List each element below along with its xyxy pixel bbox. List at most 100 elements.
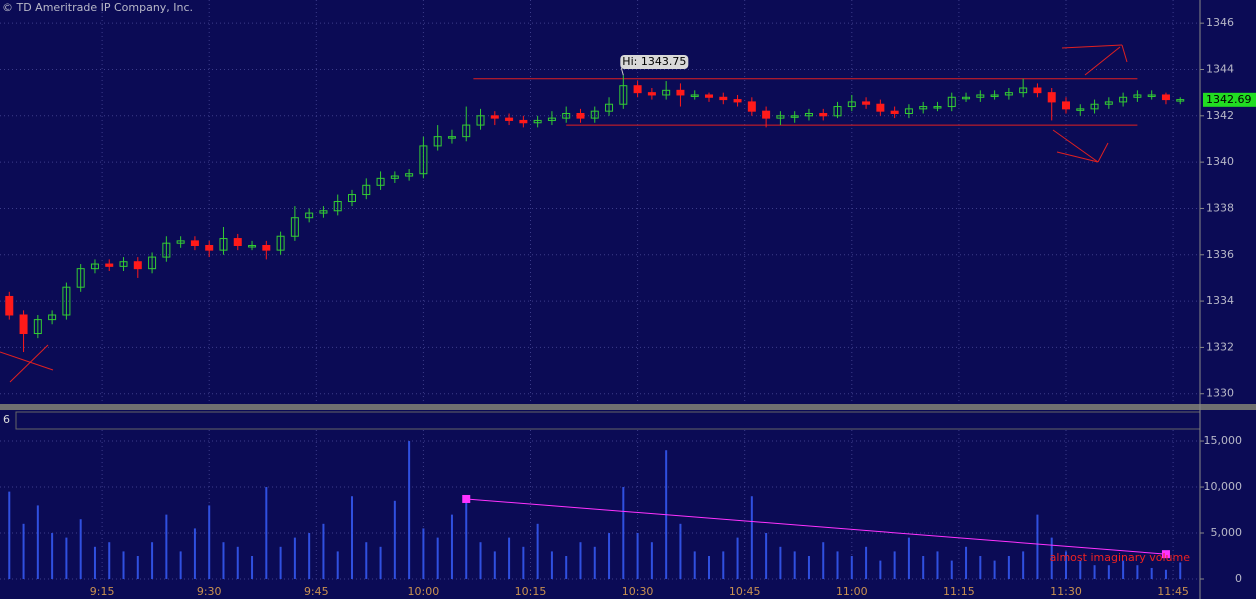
candle-body [519, 119, 528, 124]
candle-body [162, 242, 171, 258]
trendline-handle [1161, 550, 1170, 559]
candle-body [76, 268, 85, 288]
candle-body [490, 115, 499, 119]
volume-bar [165, 514, 168, 579]
y-tick-label: 1344 [1206, 62, 1234, 75]
candle-body [390, 175, 399, 179]
volume-bar [536, 523, 539, 579]
copyright: © TD Ameritrade IP Company, Inc. [2, 1, 193, 14]
volume-bar [1079, 560, 1082, 579]
y-tick-label: 1330 [1206, 387, 1234, 400]
candle-body [590, 110, 599, 119]
candle-body [276, 235, 285, 251]
candle-body [433, 136, 442, 147]
volume-bar [850, 556, 853, 579]
candle-body [33, 319, 42, 335]
volume-bar [236, 546, 239, 579]
candle-body [876, 103, 885, 112]
volume-bar [136, 556, 139, 579]
candle-body [348, 194, 356, 203]
candle-body [619, 85, 628, 105]
candle-body [1133, 94, 1142, 98]
high-pointer [620, 67, 624, 76]
candle-body [319, 210, 328, 214]
panel-label: 6 [3, 413, 10, 426]
high-label: Hi: 1343.75 [622, 55, 686, 68]
candle-body [119, 261, 128, 267]
candle-body [405, 173, 414, 177]
volume-bar [308, 533, 311, 579]
candle-body [833, 106, 842, 117]
y-tick-label: 1338 [1206, 201, 1234, 214]
candle-body [133, 261, 142, 270]
candle-body [747, 101, 756, 112]
candle-body [305, 212, 314, 219]
volume-bar [622, 487, 625, 579]
x-tick-label: 10:15 [515, 585, 547, 598]
candle-body [662, 89, 671, 96]
volume-bar [422, 528, 425, 579]
candle-body [462, 124, 471, 138]
arrow-stroke [1084, 46, 1121, 76]
candle-body [1147, 94, 1156, 97]
volume-bar [950, 560, 953, 579]
volume-bar [779, 546, 782, 579]
candle-body [376, 177, 385, 186]
volume-bar [336, 551, 339, 579]
y-tick-label: 1334 [1206, 294, 1234, 307]
candle-body [419, 145, 428, 175]
candle-body [904, 108, 913, 114]
candle-body [333, 201, 342, 212]
candle-body [447, 136, 456, 139]
volume-bar [1050, 537, 1053, 579]
candle-body [647, 92, 656, 96]
candle-body [1161, 94, 1170, 101]
candle-body [476, 115, 485, 126]
candle-body [676, 89, 685, 96]
volume-bar [465, 496, 468, 579]
volume-bar [222, 542, 225, 579]
candle-body [947, 96, 956, 108]
y-tick-label: 5,000 [1211, 526, 1243, 539]
candle-body [105, 263, 114, 267]
volume-bar [22, 523, 25, 579]
volume-bar [1122, 560, 1125, 579]
candle-body [990, 94, 999, 97]
volume-bar [93, 546, 96, 579]
arrow-stroke [1097, 142, 1109, 163]
y-tick-label: 10,000 [1204, 480, 1243, 493]
volume-bar [450, 514, 453, 579]
volume-bar [493, 551, 496, 579]
volume-bar [893, 551, 896, 579]
volume-bar [993, 560, 996, 579]
y-tick-label: 15,000 [1204, 434, 1243, 447]
volume-bar [293, 537, 296, 579]
volume-bar [636, 533, 639, 579]
drawing-arrows [0, 44, 1128, 383]
arrow-stroke [1061, 44, 1123, 49]
candle-body [547, 117, 556, 121]
volume-bar [608, 533, 611, 579]
volume-bar [1150, 567, 1153, 579]
candle-body [733, 99, 742, 103]
candle-body [633, 85, 642, 94]
volume-bar [1136, 565, 1139, 579]
candle-body [1076, 108, 1085, 111]
candle-body [1104, 101, 1113, 105]
x-tick-label: 9:45 [304, 585, 329, 598]
candle-body [1004, 92, 1013, 96]
volume-bar [79, 519, 82, 579]
arrow-stroke [9, 344, 49, 383]
candle-body [48, 314, 57, 321]
volume-bar [151, 542, 154, 579]
volume-annotation: almost imaginary volume [1050, 551, 1191, 564]
y-tick-label: 1346 [1206, 16, 1234, 29]
candle-body [205, 245, 214, 251]
last-price: 1342.69 [1206, 93, 1252, 106]
x-tick-label: 9:30 [197, 585, 222, 598]
candle-body [819, 112, 828, 117]
candle-body [862, 101, 871, 105]
volume-bar [522, 546, 525, 579]
